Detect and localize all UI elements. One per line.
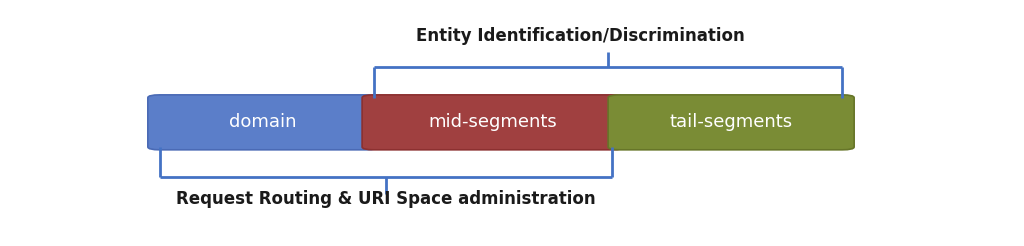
- Text: mid-segments: mid-segments: [429, 113, 557, 131]
- Text: Entity Identification/Discrimination: Entity Identification/Discrimination: [416, 27, 744, 45]
- FancyBboxPatch shape: [147, 95, 378, 150]
- FancyBboxPatch shape: [608, 95, 854, 150]
- Text: domain: domain: [229, 113, 297, 131]
- FancyBboxPatch shape: [362, 95, 624, 150]
- Text: tail-segments: tail-segments: [670, 113, 793, 131]
- Text: Request Routing & URI Space administration: Request Routing & URI Space administrati…: [176, 190, 595, 208]
